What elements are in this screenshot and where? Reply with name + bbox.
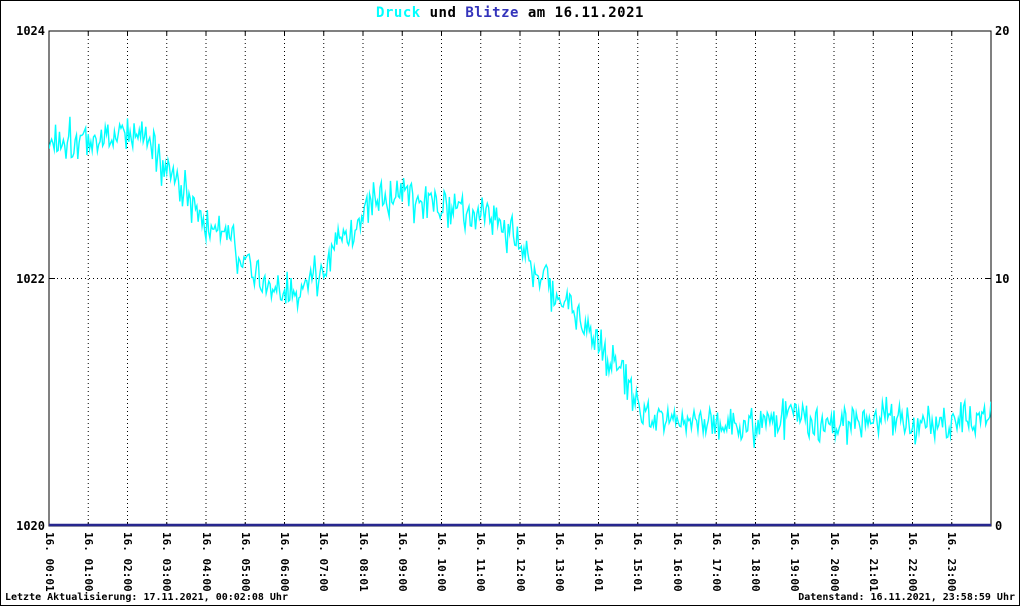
y-tick-label-right: 20 — [995, 24, 1010, 38]
chart-title-segment: Blitze — [465, 5, 519, 21]
chart-title-segment: Druck — [376, 5, 421, 21]
y-tick-label-right: 10 — [995, 271, 1010, 286]
x-tick-label: 16. 12:00 — [513, 532, 527, 592]
x-tick-label: 16. 11:00 — [474, 532, 488, 592]
x-tick-label: 16. 08:01 — [356, 532, 370, 592]
data-state-text: Datenstand: 16.11.2021, 23:58:59 Uhr — [798, 592, 1015, 603]
chart-title-segment: und — [420, 5, 466, 21]
x-tick-label: 16. 16:00 — [670, 532, 684, 592]
chart-title-segment: am 16.11.2021 — [518, 5, 644, 21]
x-tick-label: 16. 23:00 — [945, 532, 959, 592]
x-tick-label: 16. 18:00 — [749, 532, 762, 592]
x-tick-label: 16. 00:01 — [42, 532, 56, 592]
chart-title: Druck und Blitze am 16.11.2021 — [1, 5, 1019, 21]
x-tick-label: 16. 01:00 — [81, 532, 95, 592]
x-tick-label: 16. 15:01 — [631, 532, 645, 592]
x-tick-label: 16. 14:01 — [592, 532, 605, 592]
y-tick-label-left: 1024 — [16, 24, 45, 38]
x-tick-label: 16. 21:01 — [866, 532, 880, 592]
x-tick-label: 16. 09:00 — [395, 532, 409, 592]
y-tick-label-right: 0 — [995, 519, 1003, 533]
y-tick-label-left: 1020 — [16, 519, 45, 533]
x-tick-label: 16. 17:00 — [709, 532, 723, 592]
x-tick-label: 16. 06:00 — [278, 532, 291, 592]
x-tick-label: 16. 20:00 — [827, 532, 841, 592]
x-tick-label: 16. 02:00 — [121, 532, 134, 592]
x-tick-label: 16. 04:00 — [199, 532, 213, 592]
x-tick-label: 16. 13:00 — [552, 532, 566, 592]
x-tick-label: 16. 10:00 — [435, 532, 448, 592]
x-tick-label: 16. 19:00 — [788, 532, 802, 592]
x-tick-label: 16. 05:00 — [238, 532, 252, 592]
last-update-text: Letzte Aktualisierung: 17.11.2021, 00:02… — [5, 592, 288, 603]
x-tick-label: 16. 07:00 — [317, 532, 331, 592]
x-tick-label: 16. 03:00 — [160, 532, 174, 592]
y-tick-label-left: 1022 — [16, 271, 45, 286]
x-tick-label: 16. 22:00 — [906, 532, 919, 592]
